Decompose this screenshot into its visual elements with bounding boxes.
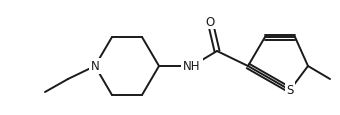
- Text: N: N: [91, 60, 99, 73]
- Text: S: S: [286, 84, 294, 97]
- Text: O: O: [205, 15, 215, 28]
- Text: NH: NH: [183, 60, 201, 73]
